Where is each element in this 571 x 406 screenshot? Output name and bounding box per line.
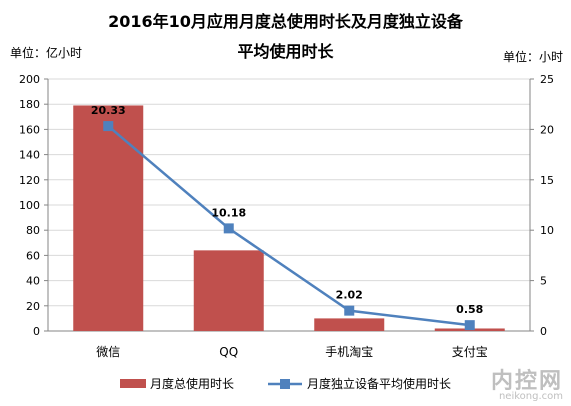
bar-微信	[73, 105, 144, 332]
watermark-sub: neikong.com	[498, 391, 563, 402]
data-label: 2.02	[336, 289, 363, 302]
x-axis-tick-label: 微信	[96, 345, 120, 359]
x-axis-tick-label: QQ	[219, 345, 238, 359]
line-point	[464, 320, 475, 331]
line-point	[344, 305, 355, 316]
right-axis-tick-label: 0	[540, 325, 547, 338]
legend-marker	[280, 379, 290, 389]
data-label: 10.18	[211, 206, 246, 219]
right-axis-unit: 单位：小时	[502, 50, 563, 64]
left-axis-tick-label: 180	[19, 98, 40, 111]
left-axis-unit: 单位：亿小时	[10, 46, 83, 60]
left-axis-tick-label: 160	[19, 123, 40, 136]
right-axis-tick-label: 5	[540, 275, 547, 288]
bar-手机淘宝	[314, 318, 385, 331]
left-axis-tick-label: 20	[26, 300, 40, 313]
left-axis-tick-label: 60	[26, 249, 40, 262]
legend-label-line: 月度独立设备平均使用时长	[307, 376, 451, 391]
bar-QQ	[193, 250, 264, 331]
watermark-main: 内控网	[490, 369, 563, 394]
x-axis-tick-label: 手机淘宝	[325, 345, 373, 359]
chart-title-line-2: 平均使用时长	[237, 42, 334, 61]
left-axis-tick-label: 120	[19, 174, 40, 187]
watermark: 内控网 neikong.com	[491, 363, 563, 402]
left-axis-tick-label: 0	[33, 325, 40, 338]
left-axis-tick-label: 80	[26, 224, 40, 237]
left-axis-tick-label: 40	[26, 275, 40, 288]
right-axis-tick-label: 25	[540, 73, 554, 86]
legend-swatch-bar	[120, 379, 146, 388]
line-point	[103, 121, 114, 132]
x-axis-tick-label: 支付宝	[452, 345, 488, 359]
line-point	[223, 223, 234, 234]
right-axis-tick-label: 20	[540, 123, 554, 136]
chart-title-line-1: 2016年10月应用月度总使用时长及月度独立设备	[108, 12, 463, 31]
line-series	[107, 125, 470, 327]
right-axis-tick-label: 15	[540, 174, 554, 187]
left-axis-tick-label: 200	[19, 73, 40, 86]
data-label: 20.33	[91, 104, 126, 117]
data-label: 0.58	[456, 303, 483, 316]
left-axis-tick-label: 100	[19, 199, 40, 212]
right-axis-tick-label: 10	[540, 224, 554, 237]
left-axis-tick-label: 140	[19, 149, 40, 162]
legend-label-bar: 月度总使用时长	[150, 376, 234, 391]
